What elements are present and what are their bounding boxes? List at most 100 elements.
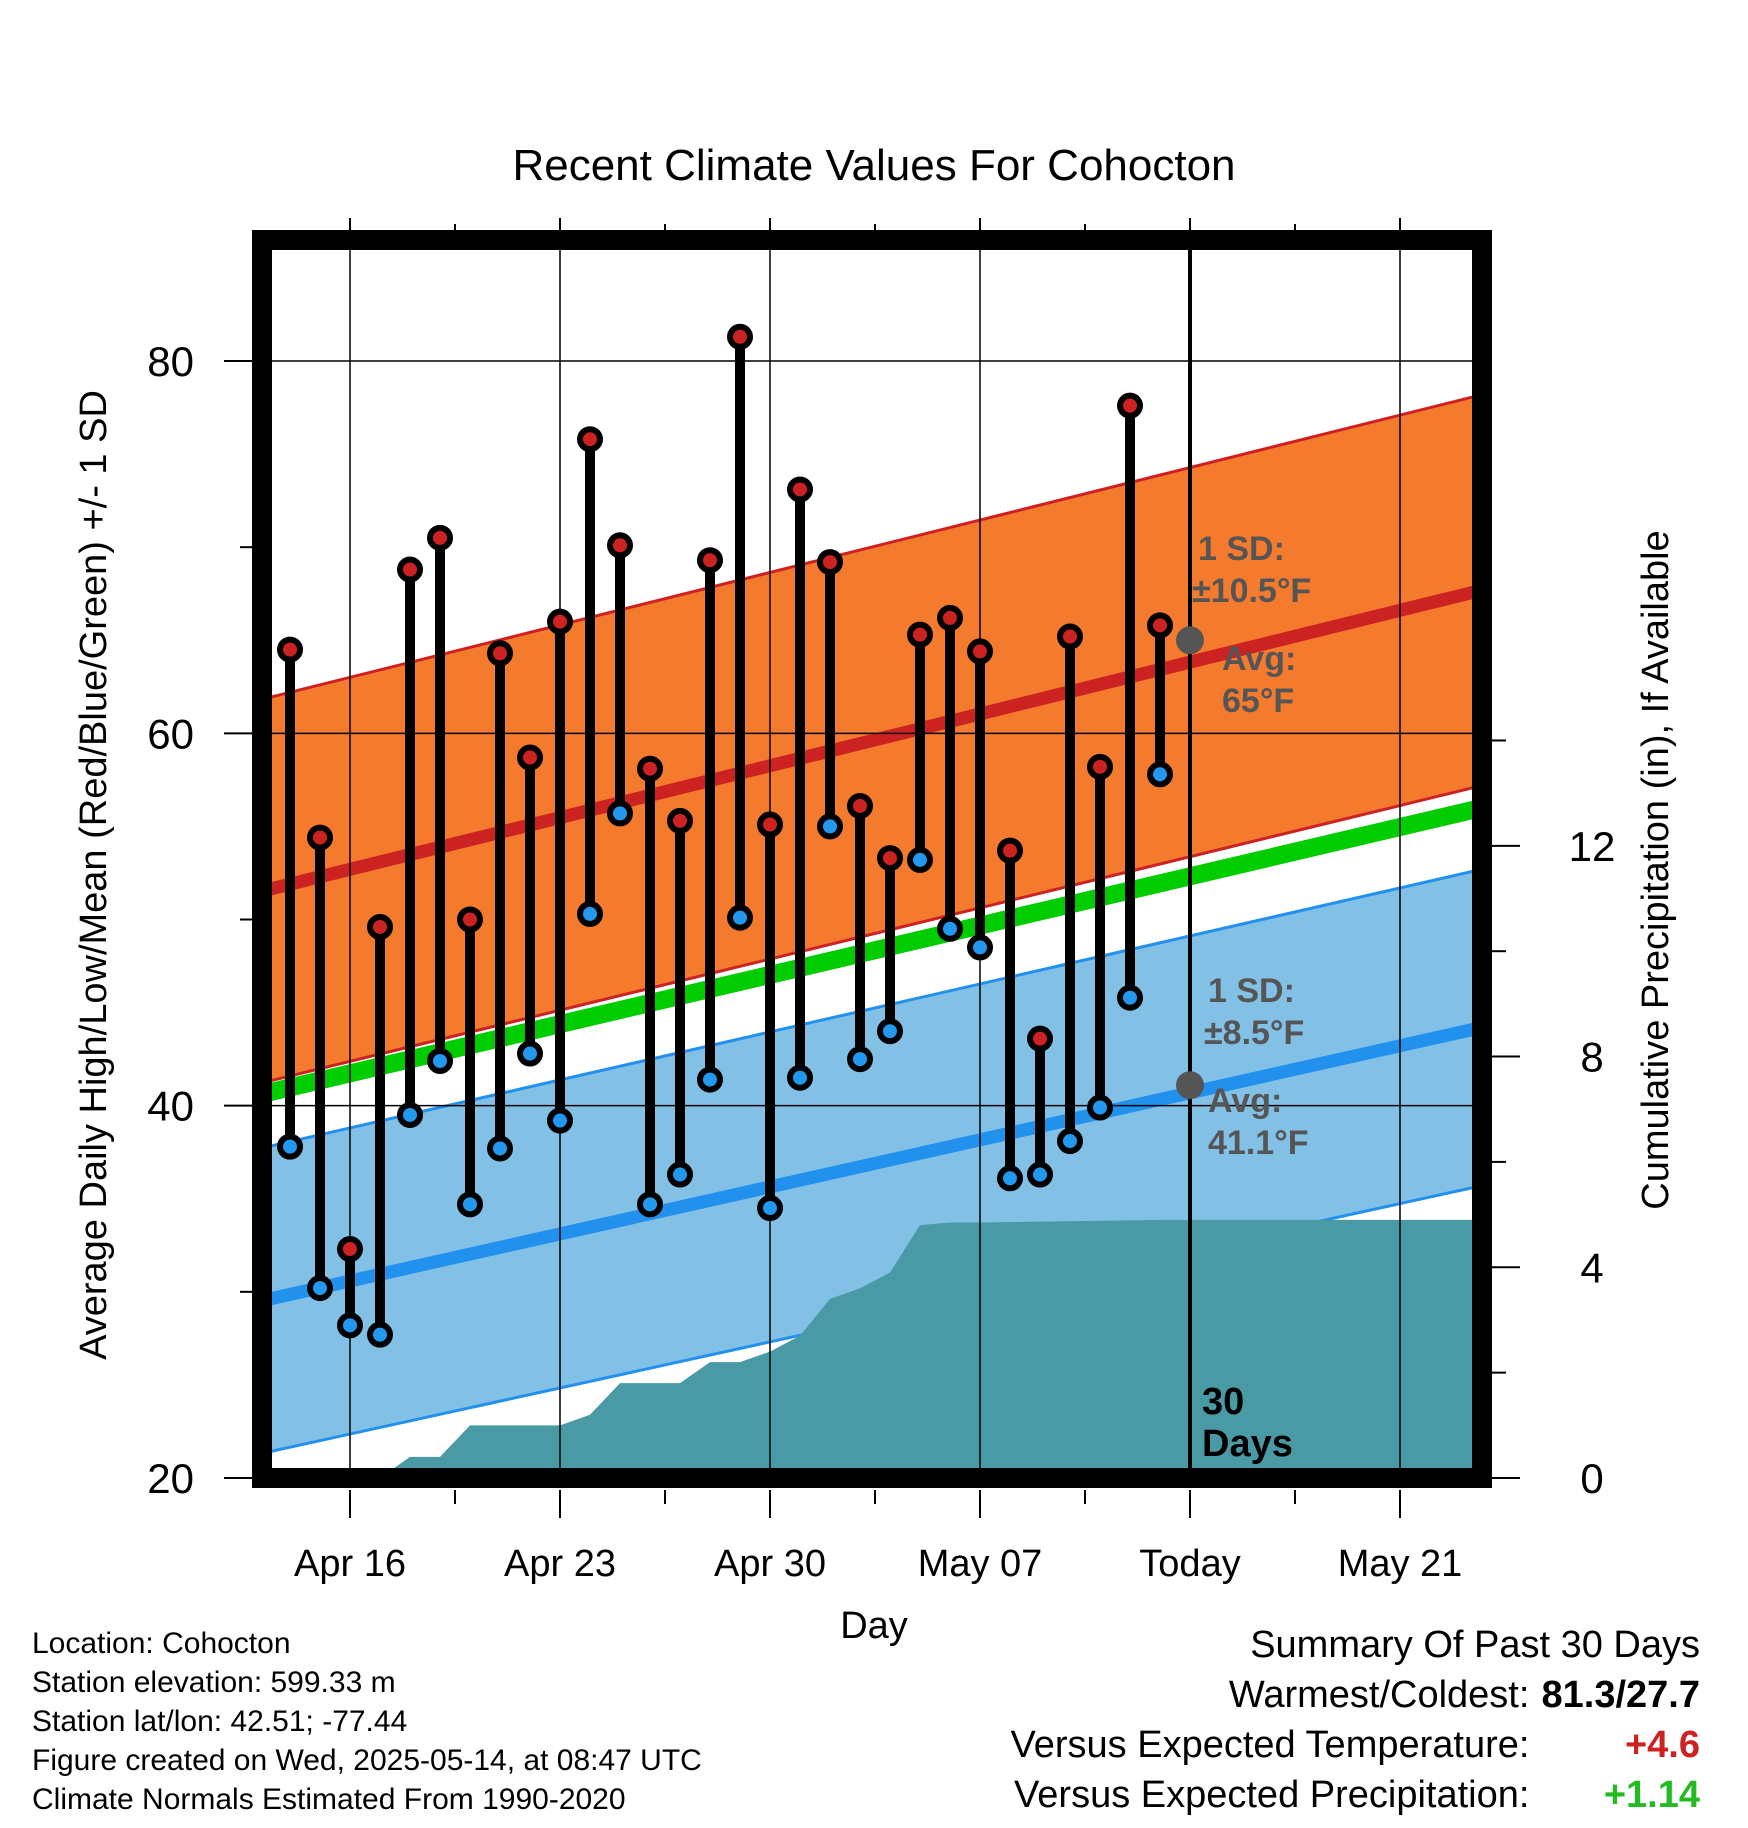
low-point: [877, 1018, 903, 1045]
summary-temp: Versus Expected Temperature: +4.6: [1011, 1720, 1700, 1770]
low-normal-line: [258, 1019, 1492, 1308]
summary-panel: Summary Of Past 30 Days Warmest/Coldest:…: [1011, 1620, 1700, 1820]
precip-area: [380, 1219, 1490, 1478]
y2-axis-label: Cumulative Precipitation (in), If Availa…: [1635, 530, 1677, 1209]
high-point: [1057, 623, 1083, 650]
low-sd-label: 1 SD:: [1208, 972, 1295, 1010]
info-elevation: Station elevation: 599.33 m: [32, 1666, 396, 1699]
high-sd-label: 1 SD:: [1198, 530, 1285, 568]
y2-tick-label: 12: [1569, 823, 1616, 870]
high-point: [817, 549, 843, 576]
x-tick-label: Apr 30: [714, 1543, 826, 1585]
high-point: [1087, 753, 1113, 780]
info-created: Figure created on Wed, 2025-05-14, at 08…: [32, 1744, 702, 1777]
y-tick-label: 40: [147, 1083, 194, 1130]
high-point: [877, 845, 903, 872]
daily-range-bars: [277, 323, 1173, 1348]
high-point: [277, 636, 303, 663]
high-point: [637, 755, 663, 782]
low-point: [697, 1066, 723, 1093]
today-marker: 1 SD: ±10.5°F Avg: 65°F 1 SD: ±8.5°F Avg: 41.1°…: [1176, 240, 1311, 1478]
summary-precip: Versus Expected Precipitation: +1.14: [1011, 1770, 1700, 1820]
high-point: [757, 811, 783, 838]
high-point: [457, 906, 483, 933]
y-tick-label: 20: [147, 1455, 194, 1502]
y-tick-label: 60: [147, 710, 194, 757]
high-point: [727, 323, 753, 350]
chart-title: Recent Climate Values For Cohocton: [512, 141, 1235, 190]
high-point: [1117, 392, 1143, 419]
high-point: [517, 744, 543, 771]
normal-bands: [257, 391, 1493, 1456]
low-point: [337, 1312, 363, 1339]
low-avg-dot: [1176, 1071, 1204, 1100]
low-point: [517, 1040, 543, 1067]
y2-tick-label: 8: [1580, 1034, 1603, 1081]
low-point: [727, 904, 753, 931]
days-unit-label: Days: [1202, 1423, 1293, 1465]
low-point: [1117, 984, 1143, 1011]
y-tick-label: 80: [147, 338, 194, 385]
high-sd-value: ±10.5°F: [1192, 572, 1311, 610]
low-sd-value: ±8.5°F: [1204, 1014, 1304, 1052]
low-point: [1087, 1094, 1113, 1121]
plot-border: [252, 230, 1492, 1488]
high-point: [547, 608, 573, 635]
temp-label: Versus Expected Temperature:: [1010, 1724, 1530, 1766]
low-point: [787, 1064, 813, 1091]
high-point: [697, 547, 723, 574]
low-point: [817, 813, 843, 840]
low-point: [457, 1191, 483, 1218]
low-point: [637, 1191, 663, 1218]
high-point: [487, 640, 513, 667]
precip-label: Versus Expected Precipitation:: [1014, 1774, 1530, 1816]
high-point: [337, 1236, 363, 1263]
high-point: [607, 532, 633, 559]
low-point: [577, 900, 603, 927]
info-normals: Climate Normals Estimated From 1990-2020: [32, 1783, 626, 1816]
low-point: [367, 1321, 393, 1348]
high-avg-label: Avg:: [1222, 640, 1296, 678]
high-avg-value: 65°F: [1222, 682, 1294, 720]
high-point: [967, 638, 993, 665]
summary-title: Summary Of Past 30 Days: [1250, 1624, 1700, 1666]
high-point: [667, 807, 693, 834]
low-point: [1147, 761, 1173, 788]
low-point: [397, 1101, 423, 1128]
x-tick-label: Today: [1139, 1543, 1240, 1585]
high-band-top-edge: [259, 391, 1491, 702]
info-location: Location: Cohocton: [32, 1627, 291, 1660]
low-point: [1027, 1161, 1053, 1188]
high-point: [367, 913, 393, 940]
y2-tick-label: 0: [1580, 1455, 1603, 1502]
high-point: [847, 792, 873, 819]
low-point: [937, 915, 963, 942]
low-point: [757, 1195, 783, 1222]
low-point: [1057, 1128, 1083, 1155]
low-point: [667, 1161, 693, 1188]
warm-cold-value: 81.3/27.7: [1541, 1674, 1700, 1716]
high-point: [427, 524, 453, 551]
low-point: [487, 1135, 513, 1162]
x-tick-label: May 07: [918, 1543, 1043, 1585]
high-point: [787, 476, 813, 503]
y2-tick-label: 4: [1580, 1244, 1603, 1291]
high-point: [577, 426, 603, 453]
high-normal-line: [258, 581, 1492, 898]
info-latlon: Station lat/lon: 42.51; -77.44: [32, 1705, 408, 1738]
low-point: [847, 1046, 873, 1073]
days-count-label: 30: [1202, 1381, 1244, 1423]
y-axis-label: Average Daily High/Low/Mean (Red/Blue/Gr…: [73, 390, 115, 1360]
high-point: [997, 837, 1023, 864]
warm-cold-label: Warmest/Coldest:: [1228, 1674, 1530, 1716]
high-point: [397, 556, 423, 583]
x-tick-label: Apr 23: [504, 1543, 616, 1585]
high-point: [907, 621, 933, 648]
low-point: [907, 846, 933, 873]
low-point: [997, 1165, 1023, 1192]
precipitation-area: [380, 1219, 1490, 1478]
low-avg-value: 41.1°F: [1208, 1124, 1309, 1162]
high-avg-dot: [1176, 626, 1204, 655]
